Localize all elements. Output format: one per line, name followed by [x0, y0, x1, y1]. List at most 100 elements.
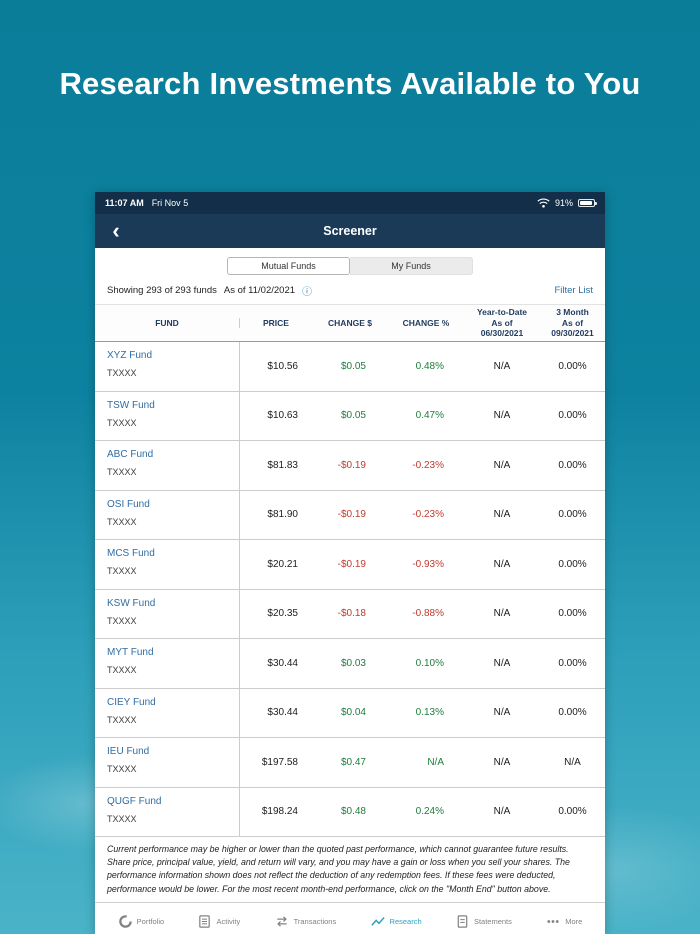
- status-date: Fri Nov 5: [151, 198, 189, 208]
- tabbar-item-statements[interactable]: Statements: [455, 914, 512, 929]
- three-month-cell: 0.00%: [558, 360, 587, 372]
- fund-cell: OSI Fund TXXXX: [95, 490, 240, 539]
- battery-icon: [578, 199, 597, 207]
- fund-cell: MYT Fund TXXXX: [95, 639, 240, 688]
- fund-ticker: TXXXX: [107, 615, 137, 626]
- price-cell: $198.24: [261, 806, 298, 818]
- more-ellipsis-icon: [545, 914, 561, 929]
- fund-name-link[interactable]: OSI Fund: [107, 498, 150, 510]
- header-3month-line3: 09/30/2021: [551, 328, 594, 339]
- fund-name-link[interactable]: MYT Fund: [107, 647, 154, 658]
- header-price: PRICE: [263, 317, 289, 328]
- transactions-arrows-icon: [274, 914, 290, 929]
- statements-document-icon: [455, 914, 470, 929]
- screen-title: Screener: [323, 224, 377, 238]
- tabbar-label: Activity: [216, 917, 241, 926]
- header-fund: FUND: [95, 317, 240, 329]
- three-month-cell: 0.00%: [558, 707, 587, 719]
- fund-table-header: FUND PRICE CHANGE $ CHANGE % Year-to-Dat…: [95, 304, 605, 342]
- header-3month: 3 Month As of 09/30/2021: [540, 307, 605, 339]
- fund-ticker: TXXXX: [107, 368, 137, 378]
- fund-ticker: TXXXX: [107, 665, 137, 675]
- header-change-percent: CHANGE %: [402, 317, 450, 328]
- back-button[interactable]: ‹: [112, 218, 120, 243]
- fund-cell: TSW Fund TXXXX: [95, 391, 240, 440]
- fund-ticker: TXXXX: [107, 417, 137, 428]
- tabbar-item-activity[interactable]: Activity: [197, 914, 240, 929]
- table-row: QUGF Fund TXXXX $198.24 $0.48 0.24% N/A …: [95, 787, 605, 837]
- change-dollar-cell: $0.05: [340, 360, 366, 372]
- ytd-cell: N/A: [493, 806, 511, 818]
- fund-table-body: XYZ Fund TXXXX $10.56 $0.05 0.48% N/A 0.…: [95, 342, 605, 837]
- change-percent-cell: -0.93%: [412, 558, 444, 570]
- price-cell: $81.83: [267, 459, 298, 471]
- fund-cell: IEU Fund TXXXX: [95, 738, 240, 787]
- performance-disclaimer: Current performance may be higher or low…: [95, 837, 605, 902]
- tabbar-label: Portfolio: [136, 917, 165, 926]
- change-percent-cell: 0.48%: [415, 360, 444, 372]
- tab-my-funds[interactable]: My Funds: [350, 257, 473, 275]
- change-dollar-cell: -$0.19: [337, 459, 366, 471]
- filter-list-link[interactable]: Filter List: [554, 284, 593, 296]
- table-row: CIEY Fund TXXXX $30.44 $0.04 0.13% N/A 0…: [95, 688, 605, 738]
- table-row: MYT Fund TXXXX $30.44 $0.03 0.10% N/A 0.…: [95, 639, 605, 689]
- tabbar-item-more[interactable]: More: [545, 914, 582, 929]
- table-row: MCS Fund TXXXX $20.21 -$0.19 -0.93% N/A …: [95, 540, 605, 590]
- change-percent-cell: -0.23%: [412, 509, 444, 521]
- header-ytd: Year-to-Date As of 06/30/2021: [464, 307, 540, 339]
- header-3month-line1: 3 Month: [556, 307, 589, 318]
- tab-mutual-funds[interactable]: Mutual Funds: [227, 257, 350, 275]
- change-percent-cell: 0.13%: [415, 707, 444, 719]
- price-cell: $30.44: [267, 707, 298, 719]
- fund-name-link[interactable]: KSW Fund: [107, 597, 156, 609]
- portfolio-icon: [118, 914, 133, 929]
- fund-name-link[interactable]: QUGF Fund: [107, 795, 162, 807]
- table-row: TSW Fund TXXXX $10.63 $0.05 0.47% N/A 0.…: [95, 391, 605, 441]
- three-month-cell: 0.00%: [558, 459, 587, 471]
- fund-name-link[interactable]: IEU Fund: [107, 746, 150, 757]
- change-dollar-cell: -$0.18: [337, 608, 366, 620]
- three-month-cell: 0.00%: [558, 509, 587, 521]
- tabbar-item-portfolio[interactable]: Portfolio: [118, 914, 165, 929]
- tabbar-label: Statements: [473, 917, 512, 926]
- change-dollar-cell: $0.48: [340, 806, 366, 818]
- fund-name-link[interactable]: MCS Fund: [107, 548, 155, 559]
- table-row: ABC Fund TXXXX $81.83 -$0.19 -0.23% N/A …: [95, 441, 605, 491]
- table-row: KSW Fund TXXXX $20.35 -$0.18 -0.88% N/A …: [95, 589, 605, 639]
- price-cell: $10.56: [267, 360, 298, 372]
- fund-ticker: TXXXX: [107, 813, 137, 824]
- change-percent-cell: 0.10%: [415, 657, 444, 669]
- showing-count: Showing 293 of 293 funds: [107, 284, 217, 296]
- fund-name-link[interactable]: CIEY Fund: [107, 696, 156, 708]
- ytd-cell: N/A: [493, 509, 511, 521]
- fund-cell: ABC Fund TXXXX: [95, 441, 240, 490]
- price-cell: $10.63: [267, 410, 298, 422]
- fund-name-link[interactable]: ABC Fund: [107, 449, 154, 460]
- fund-ticker: TXXXX: [107, 764, 137, 774]
- segmented-control-wrap: Mutual Funds My Funds: [95, 248, 605, 276]
- fund-cell: KSW Fund TXXXX: [95, 589, 240, 638]
- results-summary: Showing 293 of 293 funds As of 11/02/202…: [95, 276, 605, 298]
- as-of-date: As of 11/02/2021: [223, 284, 296, 296]
- header-ytd-line3: 06/30/2021: [480, 328, 524, 339]
- tabbar-item-transactions[interactable]: Transactions: [274, 914, 336, 929]
- ytd-cell: N/A: [493, 360, 511, 372]
- tabbar-item-research[interactable]: Research: [370, 914, 422, 929]
- header-ytd-line2: As of: [491, 317, 513, 328]
- research-chart-icon: [370, 914, 386, 929]
- fund-name-link[interactable]: XYZ Fund: [107, 350, 153, 361]
- ytd-cell: N/A: [493, 707, 511, 719]
- activity-icon: [197, 914, 212, 929]
- wifi-icon: [537, 198, 550, 208]
- price-cell: $197.58: [261, 756, 298, 768]
- three-month-cell: 0.00%: [558, 806, 587, 818]
- header-ytd-line1: Year-to-Date: [476, 307, 528, 318]
- info-icon[interactable]: ⓘ: [302, 286, 313, 298]
- price-cell: $20.35: [267, 608, 298, 620]
- tabbar-label: More: [565, 917, 583, 926]
- price-cell: $30.44: [267, 657, 298, 669]
- ytd-cell: N/A: [493, 657, 511, 669]
- change-dollar-cell: -$0.19: [337, 509, 366, 521]
- fund-name-link[interactable]: TSW Fund: [107, 399, 155, 411]
- status-time: 11:07 AM: [105, 198, 144, 208]
